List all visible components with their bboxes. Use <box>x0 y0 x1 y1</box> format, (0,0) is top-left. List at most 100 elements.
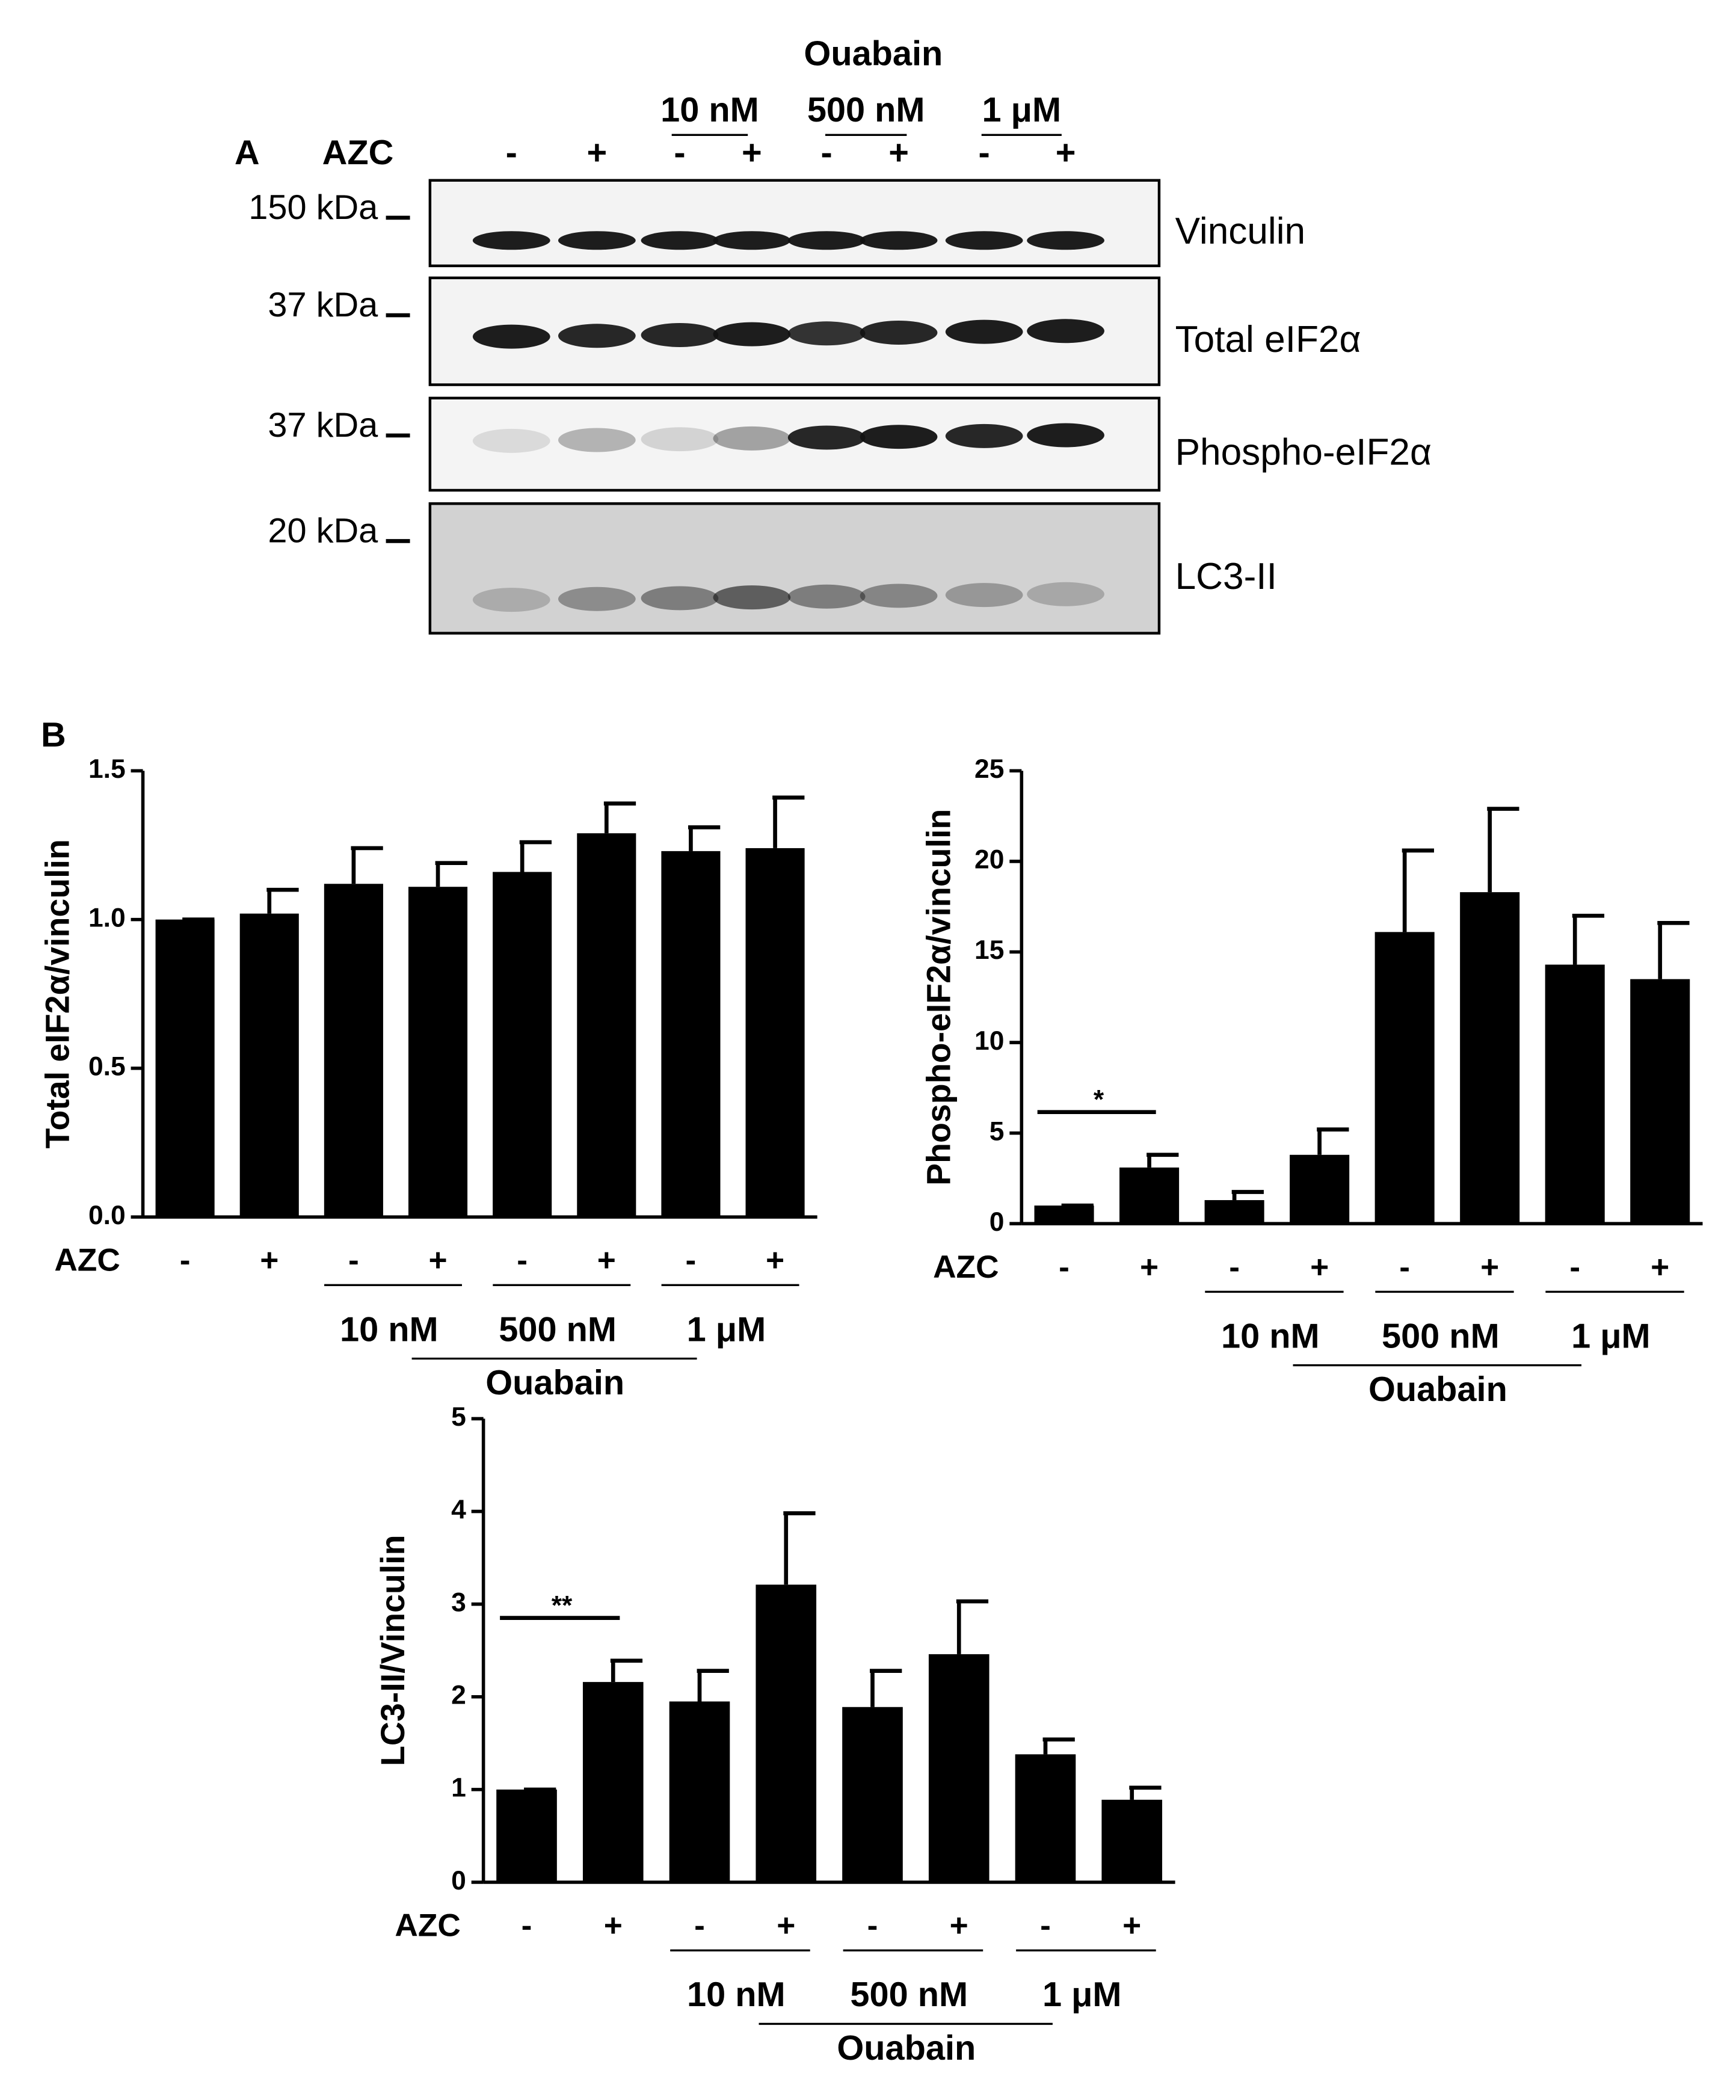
group-title: Ouabain <box>485 1364 624 1402</box>
error-bar <box>870 1669 902 1707</box>
lane-label: + <box>742 134 762 172</box>
group-label: 1 μM <box>687 1310 766 1349</box>
panel-label: B <box>41 716 66 754</box>
x-tick-label: + <box>428 1243 447 1278</box>
blot-panel <box>428 179 1161 268</box>
blot-band <box>472 428 550 453</box>
lane-label: + <box>888 134 909 172</box>
y-tick-label: 0.0 <box>88 1201 126 1230</box>
x-tick-label: + <box>1122 1908 1141 1944</box>
bar <box>408 887 468 1218</box>
bar <box>1101 1799 1163 1883</box>
error-bar <box>1572 913 1605 965</box>
error-bar <box>610 1658 643 1683</box>
bar <box>239 913 299 1218</box>
x-tick-label: - <box>180 1243 191 1278</box>
bar <box>1015 1754 1076 1883</box>
x-tick-label: - <box>1059 1249 1070 1285</box>
bar <box>324 884 383 1218</box>
treatment-label: Ouabain <box>804 35 943 73</box>
x-tick-label: - <box>348 1243 359 1278</box>
dose-label: 500 nM <box>807 91 925 129</box>
marker-label: 37 kDa <box>268 286 378 324</box>
dose-label: 1 μM <box>982 91 1062 129</box>
blot-panel <box>428 502 1161 635</box>
marker-label: 20 kDa <box>268 511 378 550</box>
x-tick-label: - <box>1399 1249 1410 1285</box>
bar <box>1374 932 1435 1224</box>
y-tick-label: 1 <box>451 1773 466 1803</box>
x-tick-label: + <box>597 1243 616 1278</box>
lane-label: - <box>979 134 990 172</box>
y-tick-label: 0.5 <box>88 1052 126 1082</box>
y-axis-title: LC3-II/Vinculin <box>374 1535 411 1766</box>
y-axis-title: Phospho-eIF2α/vinculin <box>920 809 958 1186</box>
error-bar <box>266 887 299 914</box>
blot-band <box>860 231 938 250</box>
error-bar <box>1129 1785 1162 1800</box>
blot-band <box>472 588 550 612</box>
significance-label: * <box>1094 1085 1104 1115</box>
y-tick-label: 0 <box>990 1207 1005 1237</box>
x-tick-label: - <box>1229 1249 1240 1285</box>
marker-label: 37 kDa <box>268 406 378 445</box>
blot-band <box>1027 319 1104 343</box>
y-tick-label: 25 <box>974 754 1004 784</box>
group-title: Ouabain <box>837 2029 976 2068</box>
y-tick-label: 10 <box>974 1026 1004 1056</box>
y-tick-label: 1.5 <box>88 754 126 784</box>
y-tick-label: 1.0 <box>88 903 126 932</box>
error-bar <box>1487 807 1519 893</box>
y-tick-label: 0 <box>451 1866 466 1895</box>
error-bar <box>1147 1153 1179 1168</box>
blot-band <box>558 587 636 611</box>
x-tick-label: - <box>1040 1908 1051 1944</box>
lane-label: - <box>821 134 833 172</box>
lane-label: - <box>674 134 685 172</box>
x-tick-label: - <box>517 1243 528 1278</box>
blot-band <box>558 324 636 348</box>
marker-label: 150 kDa <box>248 188 378 227</box>
bar <box>756 1584 817 1883</box>
y-tick-label: 5 <box>451 1402 466 1432</box>
group-label: 500 nM <box>499 1310 617 1349</box>
x-tick-label: - <box>686 1243 697 1278</box>
x-tick-label: + <box>1651 1249 1669 1285</box>
error-bar <box>783 1511 816 1585</box>
dose-label: 10 nM <box>660 91 759 129</box>
bar <box>1630 979 1690 1224</box>
lane-label: + <box>1056 134 1076 172</box>
blot-band <box>787 425 866 450</box>
y-tick-label: 20 <box>974 845 1004 875</box>
error-bar <box>956 1599 989 1654</box>
error-bar <box>603 801 636 834</box>
blot-band <box>945 231 1023 250</box>
error-bar <box>1231 1190 1264 1201</box>
x-tick-label: - <box>522 1908 532 1944</box>
protein-label: Phospho-eIF2α <box>1175 432 1432 473</box>
error-bar <box>435 861 467 887</box>
y-axis-title: Total eIF2α/vinculin <box>39 839 76 1148</box>
blot-band <box>713 231 791 250</box>
blot-band <box>1027 582 1104 606</box>
x-tick-label: + <box>1310 1249 1329 1285</box>
bar <box>745 848 805 1218</box>
group-label: 1 μM <box>1571 1317 1651 1355</box>
y-tick-label: 3 <box>451 1587 466 1617</box>
y-tick-label: 2 <box>451 1681 466 1710</box>
error-bar <box>351 846 383 884</box>
blot-band <box>860 320 938 345</box>
group-label: 500 nM <box>850 1975 968 2014</box>
x-tick-label: + <box>604 1908 623 1944</box>
blot-band <box>945 423 1023 448</box>
blot-band <box>945 319 1023 344</box>
group-label: 10 nM <box>687 1975 786 2014</box>
blot-band <box>860 584 938 608</box>
bar <box>928 1654 990 1883</box>
bar <box>493 872 552 1218</box>
bar <box>155 919 215 1218</box>
x-tick-label: + <box>1140 1249 1159 1285</box>
blot-band <box>641 322 719 347</box>
